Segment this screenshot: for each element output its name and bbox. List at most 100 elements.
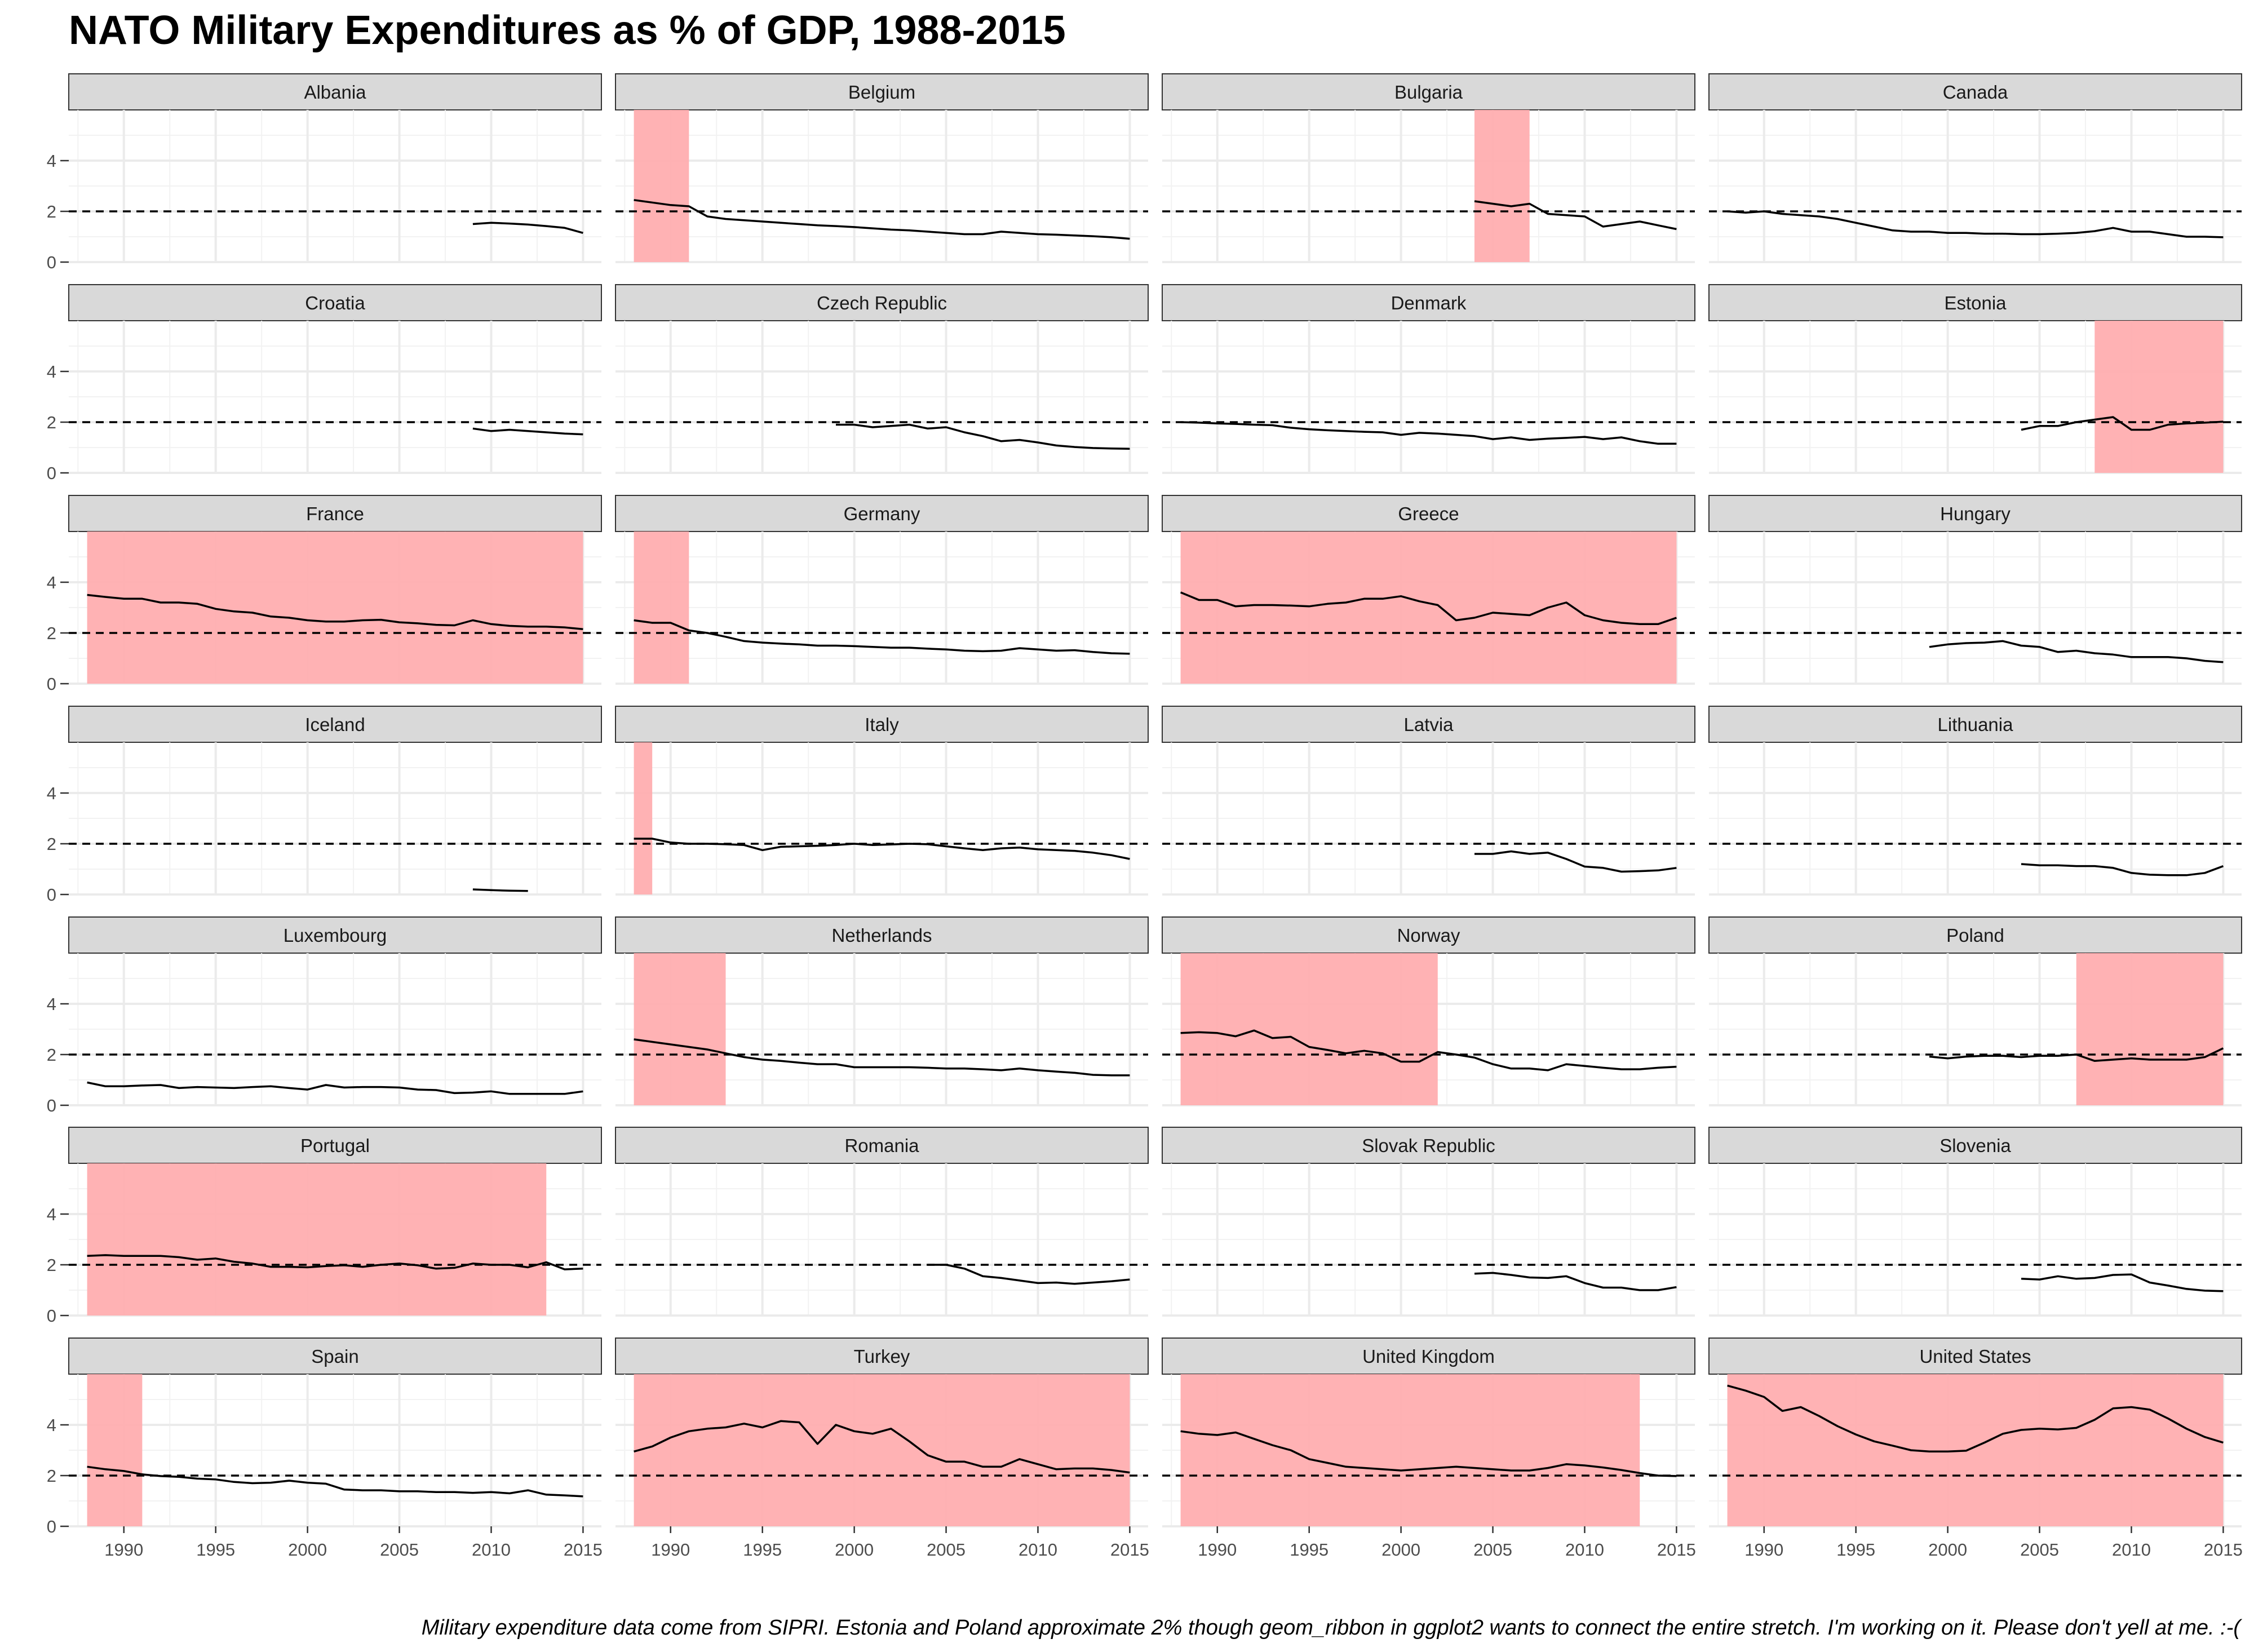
highlight-ribbon <box>634 1374 1130 1526</box>
y-tick-label: 4 <box>47 573 56 592</box>
x-tick-label: 1990 <box>651 1540 690 1560</box>
series-line <box>1727 1384 2224 1453</box>
x-tick-label: 2010 <box>472 1540 511 1560</box>
series-line <box>1180 421 1677 445</box>
highlight-ribbon <box>87 1163 547 1316</box>
x-tick-label: 2005 <box>380 1540 419 1560</box>
highlight-ribbon <box>634 742 653 894</box>
x-tick-label: 1995 <box>1290 1540 1329 1560</box>
facet-strip-label: France <box>306 503 364 524</box>
facet-panel: United Kingdom 1990 1995 2000 2005 2010 2015 <box>1162 1337 1696 1560</box>
facet-strip <box>1162 916 1695 954</box>
facet-strip-label: Romania <box>844 1135 919 1156</box>
facet-strip-label: Estonia <box>1944 293 2007 313</box>
facet-panel: Turkey 1990 1995 2000 2005 2010 2015 <box>615 1337 1149 1560</box>
facet-strip <box>615 916 1149 954</box>
series-line <box>1929 1047 2224 1062</box>
facet-panel: Slovak Republic <box>1162 1127 1695 1317</box>
x-tick-label: 2000 <box>1381 1540 1420 1560</box>
x-tick-label: 1990 <box>1744 1540 1783 1560</box>
y-tick-label: 0 <box>47 463 56 483</box>
facet-strip-label: Spain <box>311 1346 358 1367</box>
series-line <box>2021 1273 2224 1292</box>
facet-strip <box>68 284 602 321</box>
series-line <box>2021 863 2224 876</box>
highlight-ribbon <box>634 532 689 684</box>
series-line <box>634 1420 1130 1474</box>
y-tick-label: 2 <box>47 1466 56 1486</box>
facet-panel: Czech Republic <box>615 284 1149 474</box>
x-tick-label: 2015 <box>564 1540 603 1560</box>
facet-strip-label: Germany <box>844 503 920 524</box>
facet-strip-label: Slovak Republic <box>1362 1135 1495 1156</box>
highlight-ribbon <box>87 1374 143 1526</box>
facet-strip <box>1708 284 2242 321</box>
series-line <box>634 838 1130 860</box>
highlight-ribbon <box>1727 1374 2224 1526</box>
facet-strip <box>1708 1337 2242 1375</box>
facet-strip-label: Czech Republic <box>817 293 947 313</box>
facet-panel: Netherlands <box>615 916 1149 1106</box>
facet-strip-label: Greece <box>1398 503 1459 524</box>
series-line <box>634 619 1130 655</box>
x-tick-label: 1990 <box>1198 1540 1237 1560</box>
y-tick-label: 2 <box>47 202 56 222</box>
facet-panel: Italy <box>615 706 1149 896</box>
facet-panel: Luxembourg 0 2 4 <box>47 916 602 1115</box>
facet-strip <box>615 1127 1149 1164</box>
facet-strip <box>68 73 602 110</box>
facet-strip-label: United States <box>1919 1346 2031 1367</box>
facet-panel: Canada <box>1708 73 2242 263</box>
facet-panel: France 0 2 4 <box>47 495 602 694</box>
facet-strip-label: Iceland <box>305 714 365 735</box>
highlight-ribbon <box>1180 1374 1640 1526</box>
y-tick-label: 0 <box>47 1517 56 1536</box>
y-tick-label: 2 <box>47 1045 56 1065</box>
series-line <box>1474 200 1677 231</box>
facet-panel: Albania 0 2 4 <box>47 73 602 272</box>
facet-panel: Estonia <box>1708 284 2242 474</box>
facet-panel: Iceland 0 2 4 <box>47 706 602 905</box>
series-line <box>928 1264 1130 1285</box>
series-line <box>87 1081 583 1095</box>
x-tick-label: 2015 <box>2204 1540 2243 1560</box>
series-line <box>1474 850 1677 873</box>
highlight-ribbon <box>634 110 689 262</box>
facet-strip-label: Croatia <box>305 293 365 313</box>
highlight-ribbon <box>2076 953 2224 1105</box>
highlight-ribbon <box>87 532 583 684</box>
x-tick-label: 2000 <box>288 1540 327 1560</box>
highlight-ribbon <box>1474 110 1530 262</box>
x-tick-label: 2005 <box>2020 1540 2059 1560</box>
x-tick-label: 1995 <box>743 1540 782 1560</box>
facet-strip <box>68 495 602 532</box>
facet-strip-label: Portugal <box>300 1135 370 1156</box>
facet-panel: Hungary <box>1708 495 2242 685</box>
facet-strip <box>1162 284 1695 321</box>
facet-strip <box>1162 495 1695 532</box>
facet-strip <box>1162 73 1695 110</box>
highlight-ribbon <box>634 953 726 1105</box>
facet-strip-label: Canada <box>1943 82 2008 103</box>
series-line <box>634 199 1130 240</box>
facet-panel: Latvia <box>1162 706 1695 896</box>
x-tick-label: 2005 <box>1473 1540 1512 1560</box>
y-tick-label: 0 <box>47 1096 56 1115</box>
facet-strip-label: Hungary <box>1940 503 2011 524</box>
series-line <box>1180 1029 1677 1071</box>
chart-title: NATO Military Expenditures as % of GDP, … <box>69 8 1066 53</box>
facet-strip-label: Turkey <box>854 1346 910 1367</box>
x-tick-label: 2010 <box>1565 1540 1604 1560</box>
y-tick-label: 0 <box>47 885 56 905</box>
y-tick-label: 4 <box>47 362 56 382</box>
facet-strip <box>68 1127 602 1164</box>
facet-strip <box>1708 1127 2242 1164</box>
facet-strip-label: Latvia <box>1403 714 1454 735</box>
facet-panel: Poland <box>1708 916 2242 1106</box>
chart-caption: Military expenditure data come from SIPR… <box>422 1616 2243 1640</box>
highlight-ribbon <box>1180 953 1438 1105</box>
facet-strip-label: Albania <box>304 82 366 103</box>
y-tick-label: 4 <box>47 994 56 1014</box>
y-tick-label: 2 <box>47 623 56 643</box>
